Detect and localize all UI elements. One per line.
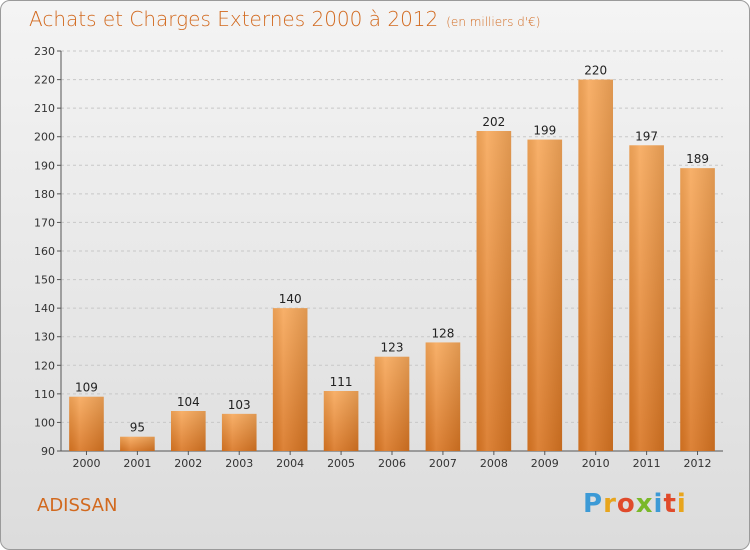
- y-tick-label: 210: [34, 102, 55, 115]
- x-tick-label: 2000: [72, 457, 100, 470]
- data-label: 189: [686, 152, 709, 166]
- y-tick-label: 190: [34, 159, 55, 172]
- x-tick-label: 2008: [480, 457, 508, 470]
- y-tick-label: 220: [34, 74, 55, 87]
- y-tick-label: 130: [34, 331, 55, 344]
- logo-letter: o: [616, 489, 636, 519]
- data-label: 109: [75, 381, 98, 395]
- y-tick-label: 230: [34, 45, 55, 58]
- x-tick-label: 2002: [174, 457, 202, 470]
- x-tick-label: 2007: [429, 457, 457, 470]
- y-tick-label: 200: [34, 131, 55, 144]
- bar-shade: [476, 131, 512, 451]
- x-tick-label: 2004: [276, 457, 304, 470]
- logo-letter: i: [676, 489, 687, 519]
- data-label: 111: [330, 375, 353, 389]
- data-label: 128: [431, 326, 454, 340]
- data-label: 104: [177, 395, 200, 409]
- x-tick-label: 2001: [123, 457, 151, 470]
- bar-shade: [120, 436, 155, 451]
- data-label: 199: [533, 124, 556, 138]
- y-tick-label: 150: [34, 274, 55, 287]
- x-tick-label: 2003: [225, 457, 253, 470]
- y-tick-label: 140: [34, 302, 55, 315]
- y-tick-label: 180: [34, 188, 55, 201]
- chart-title: Achats et Charges Externes 2000 à 2012 (e…: [29, 7, 540, 31]
- y-tick-label: 160: [34, 245, 55, 258]
- bar-shade: [629, 145, 664, 452]
- chart-title-text: Achats et Charges Externes 2000 à 2012: [29, 7, 439, 31]
- logo-letter: x: [635, 489, 654, 519]
- proxiti-logo: Proxiti: [583, 489, 687, 519]
- labels: 90 100 110 120 130 140 150 160 170 180 190 200 210 22…: [34, 45, 712, 470]
- logo-letter: r: [603, 489, 617, 519]
- bar-shade: [425, 342, 461, 451]
- logo-letter: i: [653, 489, 664, 519]
- y-tick-label: 120: [34, 359, 55, 372]
- bar-shade: [680, 168, 715, 451]
- x-tick-label: 2012: [684, 457, 712, 470]
- data-label: 123: [381, 341, 404, 355]
- data-label: 95: [130, 421, 145, 435]
- logo-letter: t: [663, 489, 677, 519]
- y-tick-label: 100: [34, 416, 55, 429]
- data-label: 197: [635, 129, 658, 143]
- x-tick-label: 2006: [378, 457, 406, 470]
- bar-shade: [578, 79, 614, 452]
- y-tick-label: 110: [34, 388, 55, 401]
- bars: [69, 79, 715, 452]
- x-tick-label: 2011: [633, 457, 661, 470]
- data-label: 202: [482, 115, 505, 129]
- bar-shade: [323, 391, 359, 451]
- commune-name: ADISSAN: [37, 495, 118, 516]
- data-label: 220: [584, 64, 607, 78]
- bar-shade: [221, 413, 257, 451]
- bar-shade: [272, 308, 308, 451]
- bar-shade: [374, 356, 410, 451]
- y-tick-label: 170: [34, 216, 55, 229]
- data-label: 140: [279, 292, 302, 306]
- logo-letter: P: [583, 489, 604, 519]
- bar-shade: [527, 139, 563, 452]
- x-tick-label: 2005: [327, 457, 355, 470]
- data-label: 103: [228, 398, 251, 412]
- y-tick-label: 90: [41, 445, 55, 458]
- x-tick-label: 2010: [582, 457, 610, 470]
- bar-shade: [69, 396, 104, 451]
- bar-shade: [170, 411, 206, 451]
- x-tick-label: 2009: [531, 457, 559, 470]
- chart-subtitle: (en milliers d'€): [446, 15, 541, 29]
